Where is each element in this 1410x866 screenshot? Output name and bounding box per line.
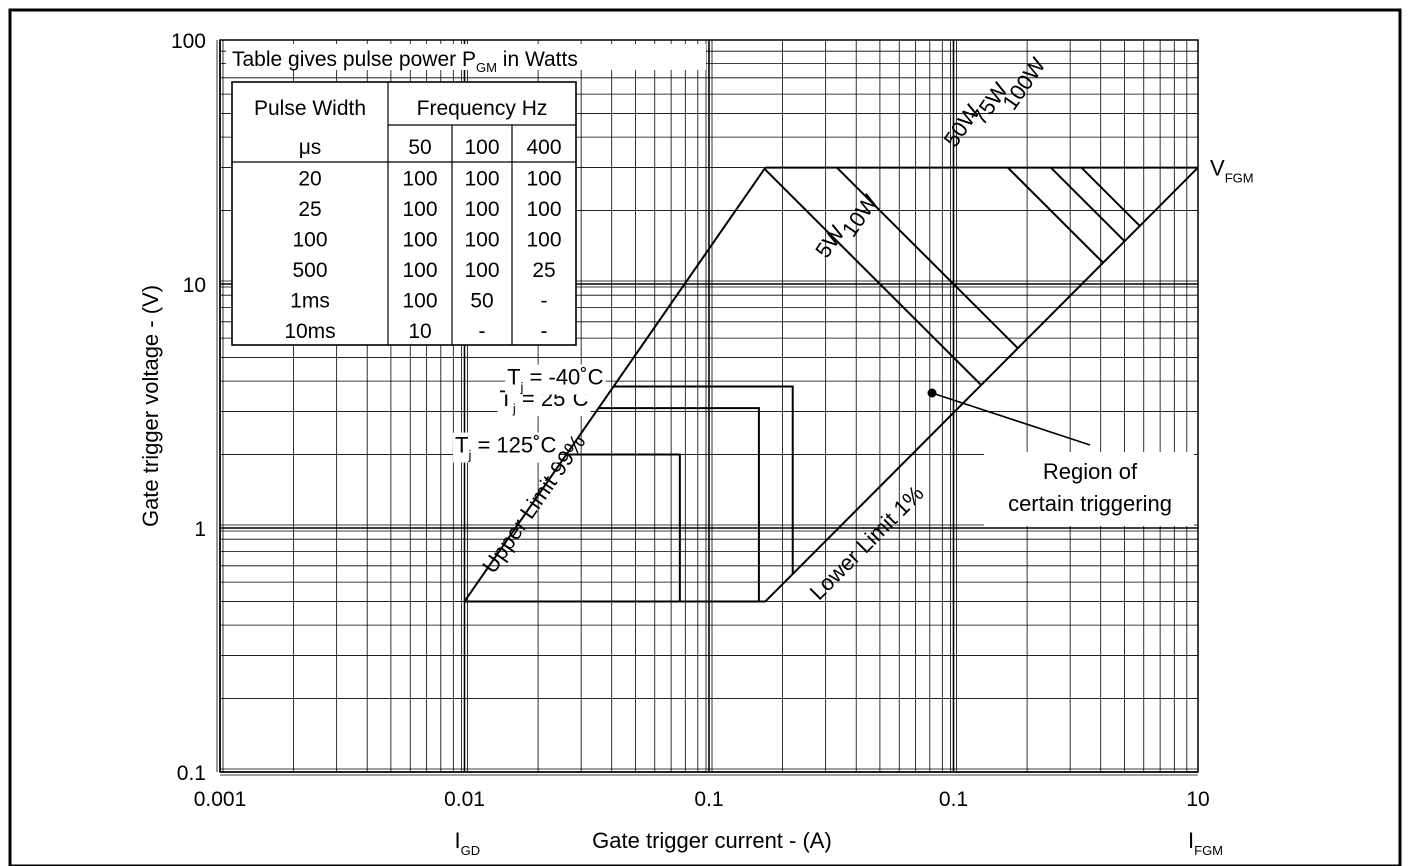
table-title-bg: [226, 44, 706, 70]
temperature-curve-label: Tj = -40˚C: [507, 365, 604, 395]
table-frequency-header: 400: [526, 136, 561, 159]
table-cell-value: 100: [402, 229, 437, 252]
table-header-unit: μs: [299, 136, 322, 159]
x-marker-label: IGD: [455, 828, 481, 858]
table-frequency-header: 50: [408, 136, 431, 159]
lower-limit-line: [764, 166, 1199, 603]
y-tick-label: 100: [171, 30, 206, 53]
annotation-text: Region of: [1043, 459, 1138, 484]
pulse-power-table: Table gives pulse power PGM in Watts Puls…: [226, 44, 706, 346]
power-line: [836, 166, 1019, 349]
table-cell-value: 100: [526, 198, 561, 221]
table-cell-width: 100: [292, 229, 327, 252]
table-cell-value: 100: [402, 290, 437, 313]
table-cell-width: 25: [298, 198, 321, 221]
table-cell-value: 100: [464, 168, 499, 191]
table-title: Table gives pulse power PGM in Watts: [232, 48, 578, 75]
x-tick-label: 0.1: [939, 788, 968, 811]
temperature-label-bg: [505, 364, 606, 395]
table-cell-value: 100: [464, 198, 499, 221]
table-cell-value: 100: [402, 198, 437, 221]
upper-limit-line: [463, 167, 767, 603]
x-axis-label: Gate trigger current - (A): [592, 828, 832, 853]
table-cell-value: -: [479, 320, 486, 343]
table-header-frequency: Frequency Hz: [417, 97, 548, 120]
y-tick-label: 10: [183, 274, 206, 297]
table-header-width: Pulse Width: [254, 97, 366, 120]
x-tick-label: 10: [1186, 788, 1209, 811]
table-cell-value: 100: [402, 259, 437, 282]
table-cell-value: 100: [464, 229, 499, 252]
annotation-bg: [984, 452, 1194, 526]
power-line: [1007, 166, 1104, 264]
x-tick-label: 0.1: [694, 788, 723, 811]
y-tick-label: 0.1: [177, 762, 206, 785]
table-cell-value: -: [541, 320, 548, 343]
table-cell-width: 500: [292, 259, 327, 282]
temperature-curve: [598, 407, 760, 602]
x-tick-label: 0.01: [444, 788, 485, 811]
power-line: [763, 168, 982, 386]
table-cell-value: 100: [526, 168, 561, 191]
temperature-curve: [613, 385, 794, 574]
table-cell-value: 25: [532, 259, 555, 282]
table-cell-width: 10ms: [284, 320, 335, 343]
y-axis-label: Gate trigger voltage - (V): [138, 285, 163, 527]
plot-area-frame: [219, 39, 1199, 773]
x-tick-label: 0.001: [194, 788, 247, 811]
table-cell-value: 100: [526, 229, 561, 252]
temperature-curve: [566, 453, 681, 602]
table-cell-value: 50: [470, 290, 493, 313]
temperature-curve-label-group: Tj = -40˚C: [505, 364, 606, 395]
temperature-curve-label: Tj = 125˚C: [455, 433, 556, 463]
chart-border: [8, 8, 1402, 866]
temperature-curve-label-group: Tj = 125˚C: [453, 432, 559, 463]
table-body: [231, 81, 577, 346]
power-line: [1050, 166, 1126, 242]
annotation-text: certain triggering: [1008, 491, 1172, 516]
table-cell-value: -: [541, 290, 548, 313]
table-cell-value: 100: [402, 168, 437, 191]
table-cell-width: 20: [298, 168, 321, 191]
power-line: [1080, 166, 1141, 227]
axis-ticks: 0.001 0.01 0.1 0.1 10 0.1 1 10 100 IGD IFGM VFGM: [171, 30, 1254, 858]
power-line-label: 100W: [997, 53, 1050, 115]
table-cell-value: 100: [464, 259, 499, 282]
table-frequency-header: 100: [464, 136, 499, 159]
table-cell-width: 1ms: [290, 290, 330, 313]
region-annotation: Region of certain triggering: [927, 388, 1194, 526]
temperature-label-bg: [453, 432, 559, 463]
table-cell-value: 10: [408, 320, 431, 343]
temperature-curves: Tj = 125˚CTj = 25˚CTj = -40˚C: [453, 364, 794, 602]
y-marker-label: VFGM: [1210, 156, 1254, 186]
x-marker-label: IFGM: [1188, 828, 1223, 858]
y-tick-label: 1: [194, 518, 206, 541]
annotation-leader: [931, 392, 1091, 446]
